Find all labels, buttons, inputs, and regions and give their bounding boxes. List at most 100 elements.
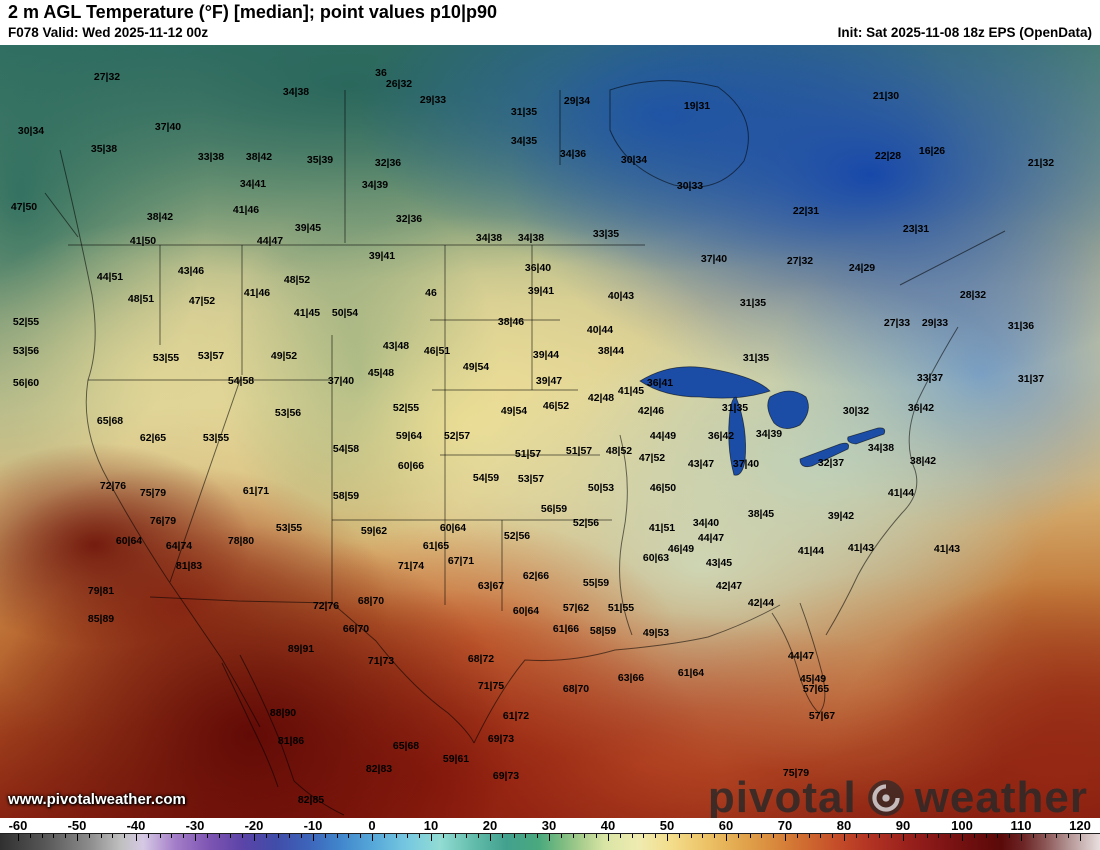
colorbar-tick-mark	[490, 834, 491, 841]
colorbar-tick-label: -40	[126, 818, 146, 833]
great-lakes	[639, 366, 886, 476]
colorbar-tick-label: 80	[836, 818, 852, 833]
colorbar-tick-mark	[454, 834, 456, 838]
colorbar-tick-label: 110	[1010, 818, 1032, 833]
titlebar: 2 m AGL Temperature (°F) [median]; point…	[0, 0, 1100, 25]
colorbar-tick-mark	[749, 834, 751, 838]
colorbar-tick-label: 30	[541, 818, 557, 833]
colorbar-tick-mark	[844, 834, 845, 841]
pivotal-swirl-logo-icon	[865, 777, 907, 819]
colorbar-tick-label: 90	[895, 818, 911, 833]
colorbar-tick-label: 50	[659, 818, 675, 833]
map-borders-overlay	[44, 80, 1006, 816]
colorbar-tick-mark	[596, 834, 598, 838]
colorbar-tick-label: 20	[482, 818, 498, 833]
colorbar-tick-mark	[171, 834, 173, 838]
colorbar-tick-mark	[1021, 834, 1022, 841]
colorbar-tick-mark	[1032, 834, 1034, 838]
colorbar-tick-mark	[867, 834, 869, 838]
colorbar-tick-label: -60	[8, 818, 28, 833]
colorbar-tick-mark	[313, 834, 314, 841]
coastlines-and-state-borders	[44, 80, 1006, 816]
colorbar-tick-label: 0	[368, 818, 376, 833]
colorbar-tick-mark	[395, 834, 397, 838]
colorbar-tick-label: 100	[951, 818, 973, 833]
colorbar-tick-mark	[702, 834, 704, 838]
colorbar-tick-mark	[18, 834, 19, 841]
colorbar-tick-mark	[124, 834, 126, 838]
colorbar-tick-mark	[183, 834, 185, 838]
colorbar-tick-mark	[914, 834, 916, 838]
colorbar-tick-label: 70	[777, 818, 793, 833]
colorbar-tick-label: 60	[718, 818, 734, 833]
colorbar-tick-mark	[714, 834, 716, 838]
colorbar-tick-mark	[997, 834, 999, 838]
colorbar-tick-mark	[159, 834, 161, 838]
colorbar-tick-mark	[360, 834, 362, 838]
colorbar-tick-label: -10	[303, 818, 323, 833]
colorbar-tick-mark	[324, 834, 326, 838]
colorbar-tick-mark	[112, 834, 114, 838]
colorbar-tick-label: -50	[67, 818, 87, 833]
colorbar-tick-mark	[985, 834, 987, 838]
colorbar-tick-mark	[65, 834, 67, 838]
colorbar-tick-label: -20	[244, 818, 264, 833]
colorbar-tick-mark	[903, 834, 904, 841]
temperature-colorbar: -60 -50 -40 -30 -20 -10 0 10 20 30 40 50 60 70 80 90 100…	[0, 818, 1100, 850]
colorbar-tick-mark	[88, 834, 90, 838]
colorbar-tick-mark	[242, 834, 244, 838]
colorbar-tick-mark	[855, 834, 857, 838]
colorbar-tick-mark	[147, 834, 149, 838]
colorbar-tick-mark	[218, 834, 220, 838]
colorbar-tick-mark	[466, 834, 468, 838]
colorbar-tick-mark	[277, 834, 279, 838]
colorbar-tick-mark	[631, 834, 633, 838]
brand-word-pivotal: pivotal	[707, 773, 857, 822]
colorbar-tick-mark	[265, 834, 267, 838]
colorbar-tick-mark	[796, 834, 798, 838]
colorbar-tick-mark	[230, 834, 232, 838]
colorbar-tick-mark	[962, 834, 963, 841]
colorbar-tick-mark	[1044, 834, 1046, 838]
colorbar-tick-mark	[584, 834, 586, 838]
colorbar-tick-mark	[938, 834, 940, 838]
colorbar-tick-mark	[891, 834, 893, 838]
colorbar-tick-mark	[383, 834, 385, 838]
colorbar-tick-mark	[1009, 834, 1011, 838]
subtitle-bar: F078 Valid: Wed 2025-11-12 00z Init: Sat…	[0, 25, 1100, 45]
watermark-brand: pivotal weather	[708, 776, 1088, 820]
colorbar-tick-mark	[643, 834, 645, 838]
colorbar-tick-mark	[537, 834, 539, 838]
colorbar-tick-mark	[926, 834, 928, 838]
colorbar-tick-mark	[1068, 834, 1070, 838]
colorbar-tick-mark	[608, 834, 609, 841]
colorbar-tick-mark	[1080, 834, 1081, 841]
colorbar-tick-mark	[773, 834, 775, 838]
colorbar-tick-mark	[1056, 834, 1058, 838]
colorbar-tick-mark	[513, 834, 515, 838]
map-title: 2 m AGL Temperature (°F) [median]; point…	[8, 2, 497, 22]
colorbar-tick-mark	[336, 834, 338, 838]
colorbar-tick-mark	[254, 834, 255, 841]
colorbar-tick-mark	[690, 834, 692, 838]
colorbar-tick-mark	[820, 834, 822, 838]
colorbar-tick-mark	[136, 834, 137, 841]
colorbar-tick-mark	[655, 834, 657, 838]
colorbar-tick-mark	[41, 834, 43, 838]
colorbar-tick-label: 10	[423, 818, 439, 833]
colorbar-tick-mark	[808, 834, 810, 838]
colorbar-tick-mark	[832, 834, 834, 838]
temperature-field-map	[0, 45, 1100, 818]
colorbar-tick-mark	[737, 834, 739, 838]
colorbar-tick-label: 40	[600, 818, 616, 833]
colorbar-tick-mark	[667, 834, 668, 841]
valid-time-label: F078 Valid: Wed 2025-11-12 00z	[8, 25, 209, 40]
colorbar-tick-label: 120	[1069, 818, 1091, 833]
watermark-url: www.pivotalweather.com	[8, 791, 186, 808]
colorbar-tick-mark	[726, 834, 727, 841]
colorbar-tick-label: -30	[185, 818, 205, 833]
colorbar-tick-mark	[525, 834, 527, 838]
colorbar-tick-mark	[431, 834, 432, 841]
colorbar-tick-mark	[678, 834, 680, 838]
